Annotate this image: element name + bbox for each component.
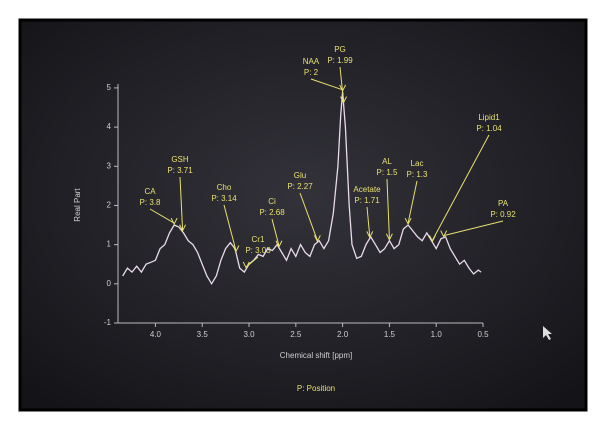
annotation-name: PG (334, 45, 346, 54)
annotation-position: P: 2.68 (259, 208, 285, 217)
annotation-position: P: 1.5 (377, 168, 398, 177)
annotation-position: P: 3.14 (211, 194, 237, 203)
annotation-name: Cr1 (252, 235, 265, 244)
annotation-name: GSH (171, 155, 189, 164)
y-tick-label: 1 (107, 240, 112, 249)
annotation-position: P: 0.92 (490, 210, 516, 219)
annotation-position: P: 3.8 (140, 198, 161, 207)
annotation-position: P: 1.3 (407, 170, 428, 179)
x-tick-label: 1.0 (431, 330, 443, 339)
y-tick-label: 0 (107, 279, 112, 288)
annotation-name: PA (498, 199, 509, 208)
annotation-name: Ci (268, 197, 276, 206)
annotation-position: P: 1.04 (476, 124, 502, 133)
x-axis-label: Chemical shift [ppm] (280, 351, 352, 360)
annotation-position: P: 1.71 (354, 196, 380, 205)
x-tick-label: 2.5 (290, 330, 302, 339)
annotation-position: P: 1.99 (327, 56, 353, 65)
annotation-name: Cho (217, 183, 232, 192)
x-tick-label: 4.0 (150, 330, 162, 339)
annotation-position: P: 3.03 (245, 246, 271, 255)
x-tick-label: 2.0 (337, 330, 349, 339)
y-tick-label: 4 (107, 122, 112, 131)
x-tick-label: 0.5 (477, 330, 489, 339)
annotation-name: NAA (303, 57, 320, 66)
annotation-position: P: 2 (304, 68, 319, 77)
footnote: P: Position (297, 384, 335, 393)
y-tick-label: -1 (104, 318, 112, 327)
annotation-name: AL (382, 157, 392, 166)
x-tick-label: 3.5 (197, 330, 209, 339)
annotation-position: P: 3.71 (167, 166, 193, 175)
x-tick-label: 3.0 (243, 330, 255, 339)
annotation-position: P: 2.27 (287, 182, 313, 191)
annotation-name: Lipid1 (478, 113, 500, 122)
y-tick-label: 3 (107, 161, 112, 170)
annotation-name: Glu (294, 171, 306, 180)
y-tick-label: 2 (107, 201, 112, 210)
y-tick-label: 5 (107, 83, 112, 92)
annotation-name: Lac (411, 159, 424, 168)
x-tick-label: 1.5 (384, 330, 396, 339)
screen-photo: Real Part Chemical shift [ppm] P: Positi… (0, 0, 604, 420)
y-axis-label: Real Part (73, 188, 82, 222)
annotation-name: Acetate (353, 185, 381, 194)
annotation-name: CA (144, 187, 156, 196)
